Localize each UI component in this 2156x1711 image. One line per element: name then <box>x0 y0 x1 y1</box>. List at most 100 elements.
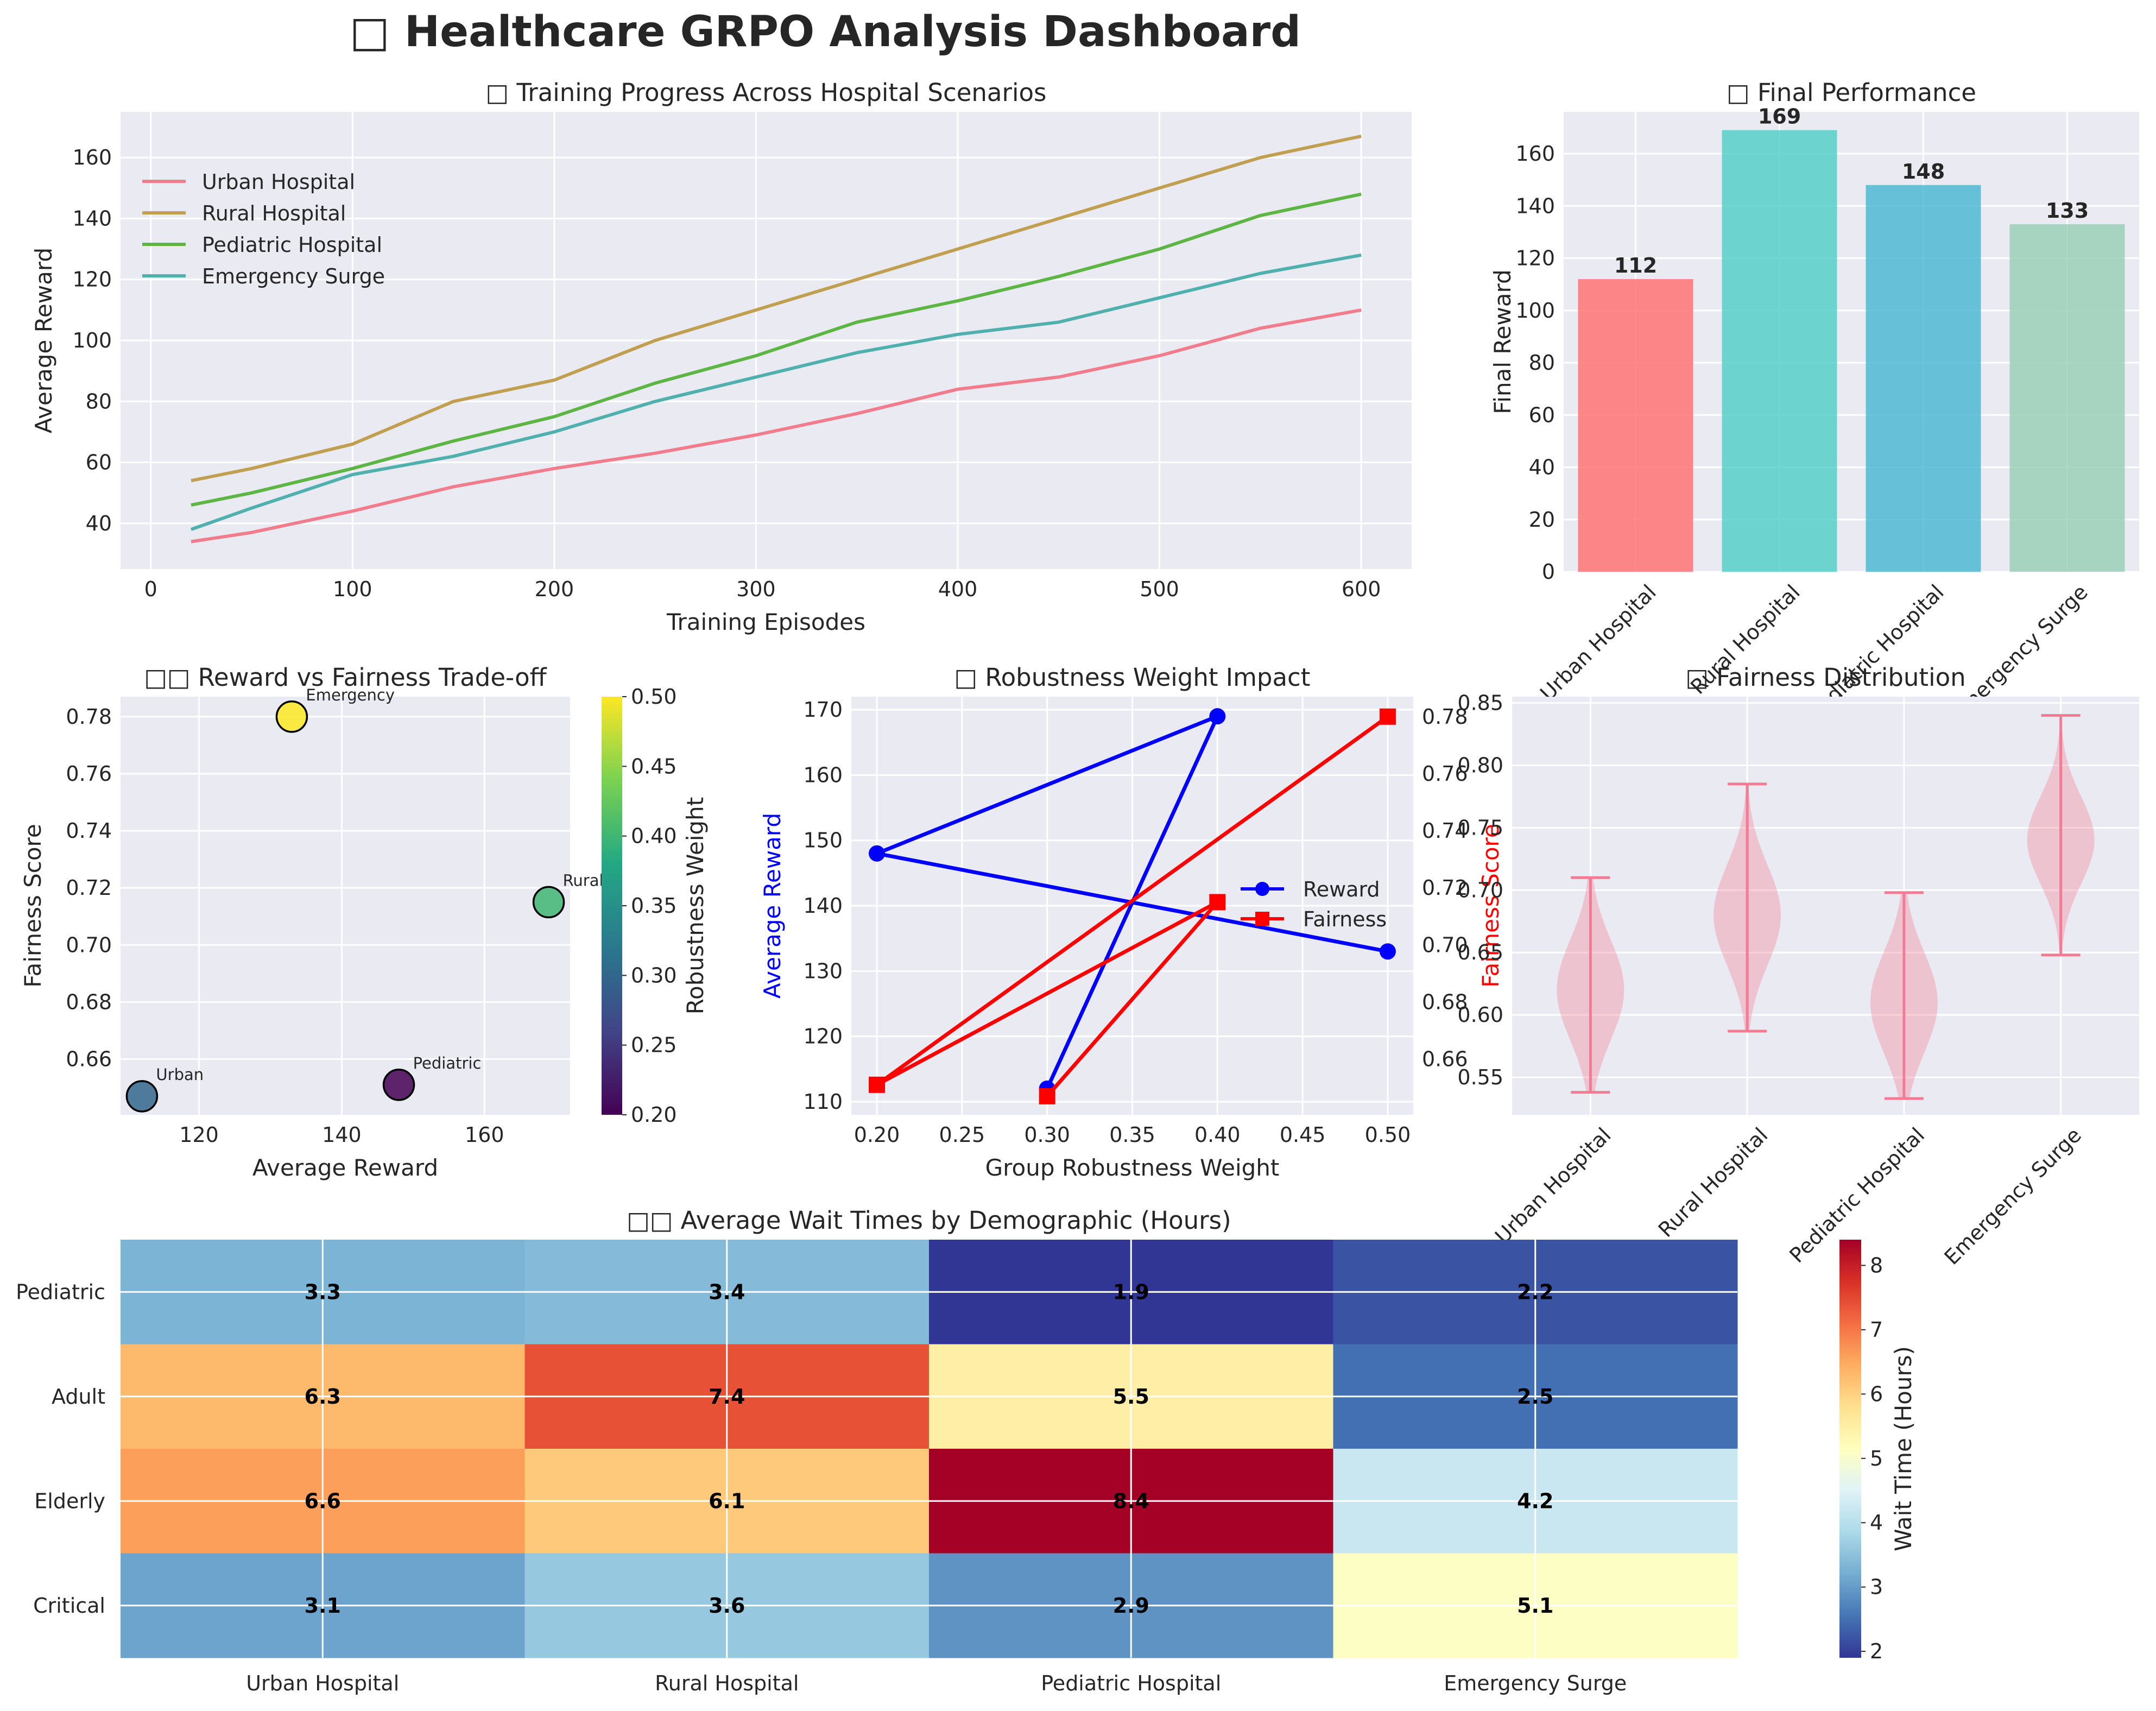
colorbar-tick-label: 7 <box>1870 1318 1883 1342</box>
bar-value-label: 112 <box>1614 254 1657 277</box>
y-axis-label-reward: Average Reward <box>759 813 786 999</box>
y-tick-label: Elderly <box>34 1489 105 1513</box>
heatmap-cell-label: 4.2 <box>1517 1489 1553 1513</box>
x-tick-label: 0.25 <box>939 1123 985 1147</box>
y-tick-label: 0 <box>1542 560 1555 584</box>
y-right-tick-label: 0.76 <box>1422 762 1468 786</box>
y-axis-label-fairness: Fairness Score <box>1477 824 1504 987</box>
heatmap-cell-label: 6.3 <box>305 1385 341 1409</box>
x-tick-label: 0.35 <box>1109 1123 1155 1147</box>
y-right-tick-label: 0.78 <box>1422 705 1468 729</box>
x-tick-label: Urban Hospital <box>1490 1123 1616 1248</box>
x-tick-label: 0.20 <box>854 1123 900 1147</box>
scatter-point-emergency <box>275 700 308 733</box>
bar-value-label: 133 <box>2046 199 2089 223</box>
colorbar <box>602 697 622 1115</box>
y-tick-label: 140 <box>1515 194 1555 218</box>
y-tick-label: 0.60 <box>1457 1003 1503 1027</box>
series-line-rural-hospital <box>191 134 1362 483</box>
y-tick-label: 60 <box>1529 403 1555 427</box>
point-label: Rural <box>563 871 604 889</box>
legend-label: Emergency Surge <box>202 264 385 288</box>
heatmap-cell-label: 3.1 <box>305 1594 341 1618</box>
y-tick-label: Adult <box>52 1385 105 1409</box>
y-tick-label: 0.66 <box>66 1047 112 1071</box>
x-tick-label: 0.40 <box>1194 1123 1241 1147</box>
y-tick-label: 40 <box>1529 456 1555 479</box>
x-tick-label: Emergency Surge <box>1940 1123 2086 1269</box>
x-tick-label: 120 <box>179 1123 219 1147</box>
fairness-line <box>875 715 1389 1098</box>
x-tick-label: 400 <box>938 577 978 601</box>
y-tick-label: 40 <box>86 512 112 535</box>
reward-marker <box>869 845 886 862</box>
colorbar-tick-label: 3 <box>1870 1575 1883 1599</box>
colorbar-tick-label: 6 <box>1870 1382 1883 1406</box>
y-tick-label: 160 <box>1515 142 1555 166</box>
series-line-emergency-surge <box>191 253 1362 531</box>
x-tick-label: 600 <box>1342 577 1381 601</box>
x-axis-label: Average Reward <box>252 1154 438 1181</box>
chart-title: □ Fairness Distribution <box>1685 663 1965 692</box>
y-tick-label: 130 <box>803 959 843 983</box>
x-tick-label: 200 <box>535 577 574 601</box>
reward-marker <box>1209 708 1226 725</box>
y-tick-label: 100 <box>1515 299 1555 323</box>
bar-pediatric-hospital <box>1866 185 1981 572</box>
x-tick-label: Pediatric Hospital <box>1041 1671 1221 1695</box>
chart-title: □□ Average Wait Times by Demographic (Ho… <box>627 1206 1231 1235</box>
x-tick-label: 0.50 <box>1365 1123 1411 1147</box>
heatmap-cell-label: 7.4 <box>709 1385 745 1409</box>
reward-marker <box>1379 943 1396 960</box>
y-tick-label: 0.80 <box>1457 753 1503 777</box>
y-tick-label: 100 <box>72 329 112 352</box>
y-tick-label: 80 <box>1529 351 1555 375</box>
y-tick-label: 0.70 <box>66 933 112 957</box>
legend-label: Urban Hospital <box>202 170 355 194</box>
fairness-distribution-chart: Urban Hospital Rural Hospital Pediatric Ho… <box>1457 663 2139 1270</box>
heatmap-cell-label: 2.9 <box>1113 1594 1149 1618</box>
colorbar-tick-label: 8 <box>1870 1253 1883 1277</box>
x-tick-label: Rural Hospital <box>1654 1123 1773 1242</box>
reward-fairness-tradeoff-chart: Urban Rural Pediatric Emergency 120 140 160 0.6… <box>20 663 709 1181</box>
y-tick-label: 140 <box>72 206 112 230</box>
x-axis-label: Training Episodes <box>666 609 865 635</box>
scatter-point-urban <box>125 1080 159 1113</box>
y-tick-label: 0.68 <box>66 990 112 1014</box>
chart-title: □ Robustness Weight Impact <box>954 663 1311 692</box>
colorbar-tick-label: 0.20 <box>631 1103 677 1127</box>
x-tick-label: 0.45 <box>1280 1123 1326 1147</box>
heatmap-cell-label: 2.5 <box>1517 1385 1553 1409</box>
colorbar-tick-label: 0.50 <box>631 685 677 709</box>
x-tick-label: Urban Hospital <box>246 1671 399 1695</box>
x-tick-label: 140 <box>322 1123 362 1147</box>
point-label: Emergency <box>306 686 395 704</box>
series-line-urban-hospital <box>191 308 1362 544</box>
colorbar-tick-label: 2 <box>1870 1639 1883 1663</box>
chart-title: □□ Reward vs Fairness Trade-off <box>144 663 547 692</box>
point-label: Urban <box>156 1065 204 1084</box>
y-tick-label: 0.70 <box>1457 878 1503 902</box>
heatmap-cell-label: 2.2 <box>1517 1280 1553 1304</box>
robustness-weight-chart: 0.20 0.25 0.30 0.35 0.40 0.45 0.50 110 120 130 140… <box>759 663 1504 1181</box>
x-axis-label: Group Robustness Weight <box>985 1154 1280 1181</box>
y-tick-label: 60 <box>86 451 112 475</box>
y-tick-label: 170 <box>803 698 843 722</box>
colorbar-tick-label: 0.40 <box>631 824 677 848</box>
y-right-tick-label: 0.74 <box>1422 819 1468 843</box>
heatmap-cell-label: 3.4 <box>709 1280 745 1304</box>
fairness-marker <box>869 1076 886 1093</box>
bar-rural-hospital <box>1722 130 1837 572</box>
x-tick-label: 0.30 <box>1024 1123 1070 1147</box>
y-tick-label: 0.85 <box>1457 691 1503 715</box>
series-line-pediatric-hospital <box>191 192 1362 507</box>
heatmap-cell-label: 5.5 <box>1113 1385 1149 1409</box>
heatmap-cell-label: 3.3 <box>305 1280 341 1304</box>
y-right-tick-label: 0.70 <box>1422 933 1468 957</box>
heatmap-cell-label: 3.6 <box>709 1594 745 1618</box>
bar-value-label: 169 <box>1758 105 1801 129</box>
fairness-marker <box>1209 894 1226 911</box>
y-tick-label: 20 <box>1529 508 1555 532</box>
